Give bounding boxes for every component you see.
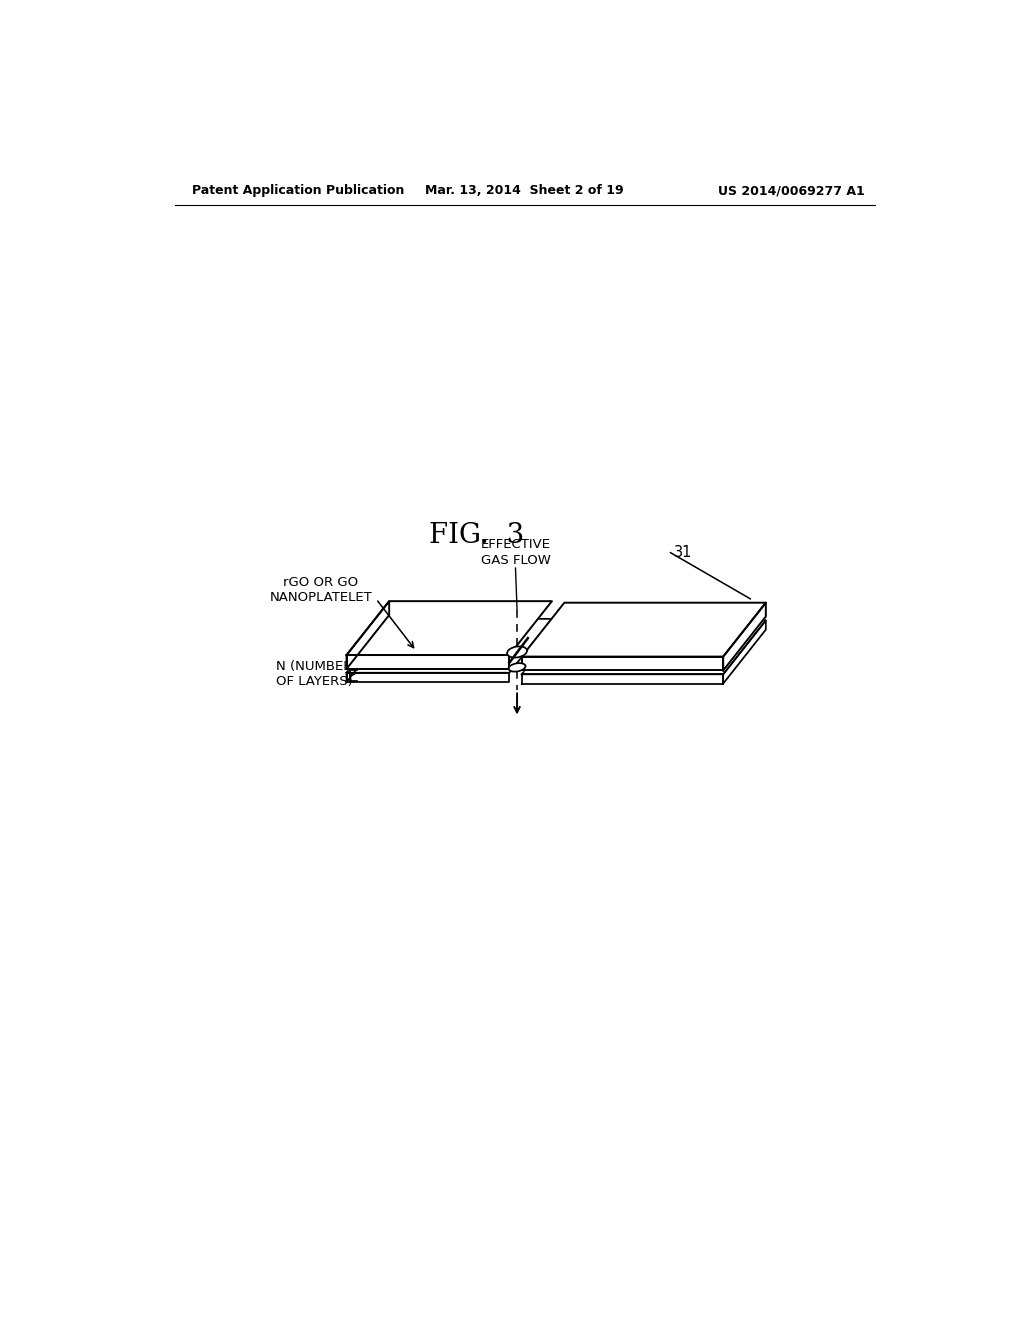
Polygon shape <box>521 656 723 671</box>
Polygon shape <box>723 603 766 671</box>
Polygon shape <box>723 620 766 684</box>
Text: EFFECTIVE
GAS FLOW: EFFECTIVE GAS FLOW <box>480 539 551 566</box>
Text: US 2014/0069277 A1: US 2014/0069277 A1 <box>718 185 864 197</box>
Text: B: B <box>493 659 502 672</box>
Text: Patent Application Publication: Patent Application Publication <box>191 185 403 197</box>
Polygon shape <box>346 655 509 669</box>
Polygon shape <box>521 675 723 684</box>
Ellipse shape <box>509 663 525 672</box>
Text: rGO OR GO
NANOPLATELET: rGO OR GO NANOPLATELET <box>269 576 372 603</box>
Text: N (NUMBER
OF LAYERS): N (NUMBER OF LAYERS) <box>276 660 352 688</box>
Polygon shape <box>346 619 389 682</box>
Polygon shape <box>521 620 766 675</box>
Polygon shape <box>521 603 766 656</box>
Polygon shape <box>346 673 509 682</box>
Text: FIG.  3: FIG. 3 <box>429 523 524 549</box>
Ellipse shape <box>507 647 527 657</box>
Text: A: A <box>490 643 500 656</box>
Text: 31: 31 <box>675 545 693 560</box>
Text: Mar. 13, 2014  Sheet 2 of 19: Mar. 13, 2014 Sheet 2 of 19 <box>426 185 624 197</box>
Polygon shape <box>346 601 389 669</box>
Polygon shape <box>346 601 552 655</box>
Polygon shape <box>346 619 552 673</box>
